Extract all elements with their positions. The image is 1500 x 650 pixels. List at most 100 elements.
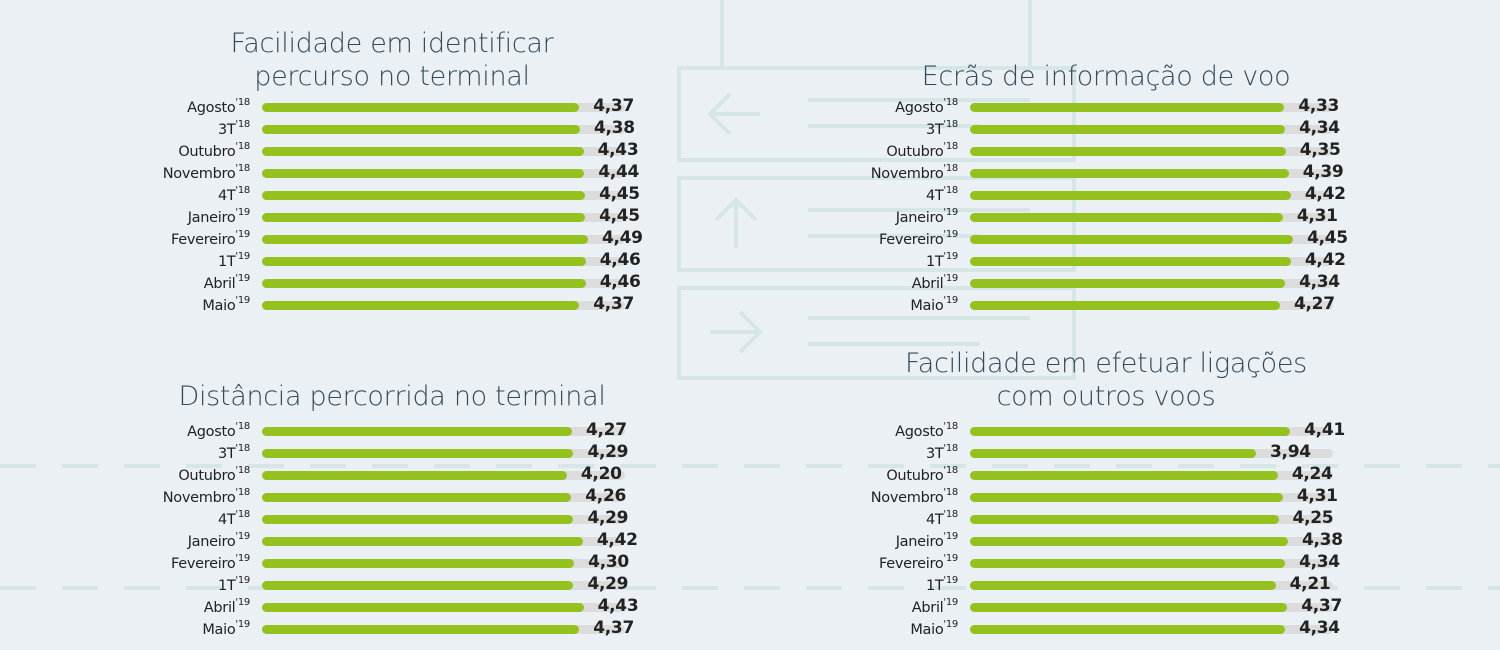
chart-title-line: Distância percorrida no terminal bbox=[178, 381, 606, 412]
bar bbox=[970, 625, 1286, 634]
value-label: 4,37 bbox=[593, 618, 634, 638]
bar-row: 4,29 bbox=[262, 442, 629, 465]
category-year: '18 bbox=[943, 443, 958, 454]
value-label: 4,42 bbox=[596, 530, 638, 550]
bar bbox=[970, 301, 1280, 310]
value-label: 4,49 bbox=[601, 228, 643, 248]
category-year: '18 bbox=[235, 163, 250, 174]
category-year: '19 bbox=[943, 597, 958, 608]
category-label: Novembro'18 bbox=[110, 163, 251, 182]
value-label: 4,27 bbox=[1294, 294, 1335, 314]
bar bbox=[970, 515, 1279, 524]
category-label: Janeiro'19 bbox=[818, 207, 959, 226]
bar bbox=[262, 471, 567, 480]
value-label: 4,27 bbox=[586, 420, 627, 440]
bar bbox=[970, 213, 1283, 222]
category-name: Abril bbox=[911, 275, 944, 292]
chart-title-line: Facilidade em identificar bbox=[230, 28, 554, 59]
value-label: 4,34 bbox=[1299, 552, 1340, 572]
category-name: 1T bbox=[217, 253, 236, 270]
category-name: Maio bbox=[202, 621, 236, 638]
bar bbox=[262, 279, 586, 288]
chart-title-line: percurso no terminal bbox=[254, 61, 530, 92]
category-label: Janeiro'19 bbox=[110, 531, 251, 550]
bar bbox=[970, 493, 1283, 502]
category-label: 3T'18 bbox=[818, 119, 958, 138]
bar bbox=[970, 537, 1288, 546]
category-name: Novembro bbox=[870, 165, 944, 182]
bar-row: 4,46 bbox=[262, 272, 641, 295]
category-label: Maio'19 bbox=[110, 295, 250, 314]
category-label: 3T'18 bbox=[110, 443, 250, 462]
bar-row: 4,43 bbox=[262, 140, 639, 163]
category-year: '18 bbox=[235, 465, 250, 476]
bar-row: 4,43 bbox=[262, 596, 639, 619]
category-name: Novembro bbox=[870, 489, 944, 506]
category-year: '19 bbox=[943, 531, 958, 542]
value-label: 4,26 bbox=[585, 486, 627, 506]
category-name: 4T bbox=[925, 187, 944, 204]
category-name: Abril bbox=[911, 599, 944, 616]
bar bbox=[262, 103, 580, 112]
category-year: '19 bbox=[235, 619, 250, 630]
category-year: '19 bbox=[943, 229, 958, 240]
value-label: 4,31 bbox=[1296, 206, 1338, 226]
bar bbox=[970, 191, 1291, 200]
category-year: '19 bbox=[943, 553, 958, 564]
category-label: Abril'19 bbox=[818, 597, 959, 616]
bar bbox=[262, 581, 574, 590]
category-label: 1T'19 bbox=[818, 575, 958, 594]
category-label: Maio'19 bbox=[110, 619, 250, 638]
category-name: Fevereiro bbox=[879, 555, 944, 572]
category-label: 3T'18 bbox=[818, 443, 958, 462]
bar bbox=[970, 427, 1291, 436]
category-year: '18 bbox=[235, 487, 250, 498]
bar-row: 4,34 bbox=[970, 552, 1340, 575]
bar-row: 4,42 bbox=[970, 184, 1346, 207]
bar-row: 4,42 bbox=[970, 250, 1346, 273]
category-label: 1T'19 bbox=[818, 251, 958, 270]
value-label: 4,38 bbox=[593, 118, 635, 138]
bar-row: 4,37 bbox=[262, 96, 634, 119]
category-year: '19 bbox=[943, 295, 958, 306]
bar bbox=[262, 625, 580, 634]
category-label: Janeiro'19 bbox=[818, 531, 959, 550]
bar-row: 4,35 bbox=[970, 140, 1341, 163]
category-year: '19 bbox=[235, 531, 250, 542]
bar bbox=[970, 103, 1285, 112]
bar bbox=[262, 257, 586, 266]
value-label: 4,46 bbox=[599, 272, 641, 292]
category-label: Fevereiro'19 bbox=[818, 553, 958, 572]
category-label: 3T'18 bbox=[110, 119, 250, 138]
chart-title-line: Ecrãs de informação de voo bbox=[921, 61, 1291, 92]
bar bbox=[262, 427, 572, 436]
category-name: Fevereiro bbox=[879, 231, 944, 248]
category-label: Agosto'18 bbox=[110, 421, 250, 440]
bar bbox=[970, 279, 1286, 288]
value-label: 4,33 bbox=[1298, 96, 1340, 116]
category-year: '19 bbox=[235, 273, 250, 284]
bar bbox=[262, 125, 580, 134]
category-name: 1T bbox=[217, 577, 236, 594]
arrow-right-icon bbox=[710, 310, 763, 354]
bar bbox=[262, 301, 580, 310]
category-name: Outubro bbox=[178, 143, 236, 160]
bar bbox=[262, 559, 575, 568]
bar-row: 4,49 bbox=[262, 228, 643, 251]
category-name: Outubro bbox=[886, 143, 944, 160]
category-label: Fevereiro'19 bbox=[110, 229, 250, 248]
arrow-left-icon bbox=[707, 92, 760, 136]
bar-row: 4,39 bbox=[970, 162, 1344, 185]
category-name: Janeiro bbox=[895, 209, 944, 226]
bar-row: 4,42 bbox=[262, 530, 638, 553]
category-label: Novembro'18 bbox=[818, 163, 959, 182]
value-label: 4,45 bbox=[599, 184, 640, 204]
bar bbox=[262, 603, 584, 612]
category-name: Maio bbox=[910, 621, 944, 638]
category-year: '19 bbox=[235, 597, 250, 608]
value-label: 4,29 bbox=[587, 508, 629, 528]
bar bbox=[262, 515, 574, 524]
value-label: 4,31 bbox=[1296, 486, 1338, 506]
